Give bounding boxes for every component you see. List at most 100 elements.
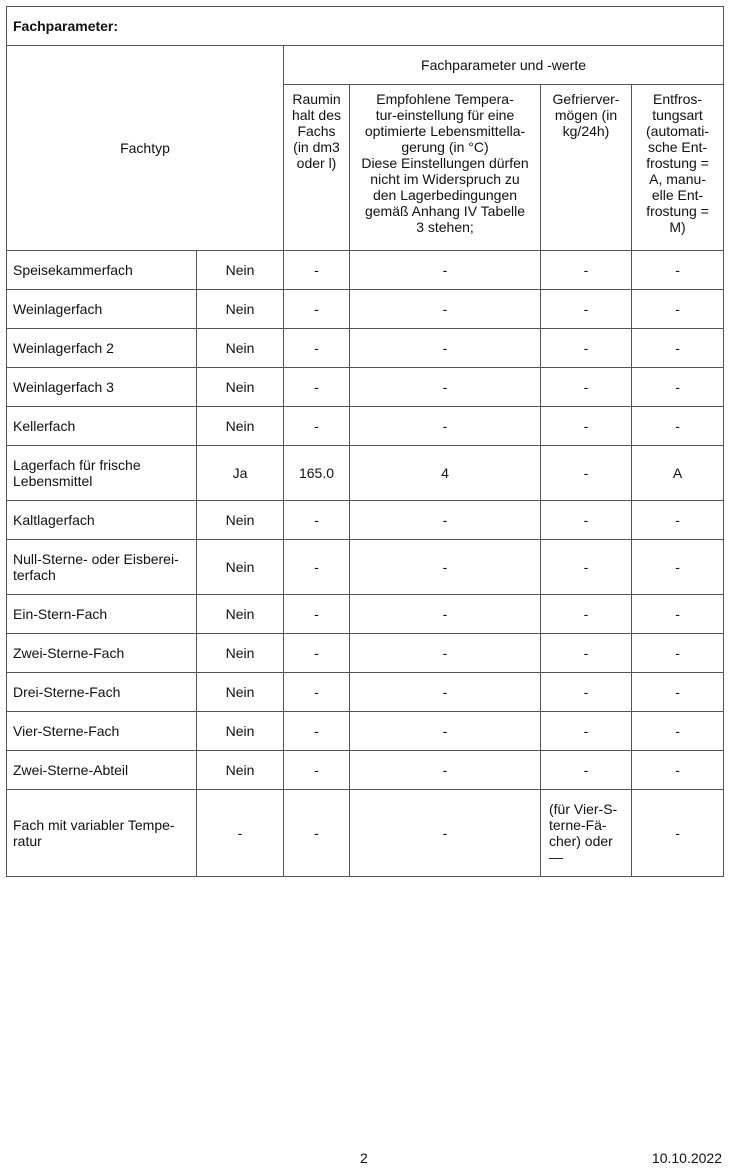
cell-temp: - (349, 539, 541, 595)
header-temperature: Empfohlene Tempera- tur-einstellung für … (349, 84, 541, 251)
cell-temp: 4 (349, 445, 541, 501)
cell-defrost: - (630, 367, 725, 407)
table-row: Kellerfach Nein - - - - (6, 406, 725, 446)
footer-date: 10.10.2022 (651, 1150, 722, 1166)
cell-volume: - (283, 750, 350, 790)
cell-volume: - (283, 250, 350, 290)
cell-freezing: - (540, 672, 632, 712)
cell-present: Nein (196, 367, 284, 407)
cell-present: Ja (196, 445, 284, 501)
fachparameter-table: Fachparameter: Fachtyp Fachparameter und… (5, 6, 725, 877)
cell-defrost: - (630, 250, 725, 290)
table-row: Kaltlagerfach Nein - - - - (6, 500, 725, 540)
cell-freezing: - (540, 367, 632, 407)
cell-name: Null-Sterne- oder Eisberei- terfach (6, 539, 197, 595)
cell-freezing: (für Vier-S- terne-Fä- cher) oder — (540, 789, 632, 877)
cell-present: Nein (196, 672, 284, 712)
cell-defrost: - (630, 594, 725, 634)
cell-present: Nein (196, 500, 284, 540)
cell-name: Zwei-Sterne-Abteil (6, 750, 197, 790)
cell-temp: - (349, 289, 541, 329)
cell-volume: - (283, 406, 350, 446)
cell-present: Nein (196, 750, 284, 790)
cell-freezing: - (540, 711, 632, 751)
cell-temp: - (349, 406, 541, 446)
cell-volume: - (283, 594, 350, 634)
cell-defrost: - (630, 500, 725, 540)
header-group: Fachparameter und -werte (282, 45, 725, 85)
cell-defrost: - (630, 672, 725, 712)
cell-temp: - (349, 328, 541, 368)
cell-freezing: - (540, 328, 632, 368)
cell-defrost: - (630, 750, 725, 790)
table-row: Null-Sterne- oder Eisberei- terfach Nein -… (6, 539, 725, 595)
cell-volume: - (283, 672, 350, 712)
cell-temp: - (349, 750, 541, 790)
cell-volume: - (283, 500, 350, 540)
page-number: 2 (360, 1150, 368, 1166)
table-row: Weinlagerfach Nein - - - - (6, 289, 725, 329)
cell-present: Nein (196, 406, 284, 446)
cell-volume: - (283, 289, 350, 329)
cell-present: Nein (196, 539, 284, 595)
cell-name: Lagerfach für frische Lebensmittel (6, 445, 197, 501)
cell-defrost: - (630, 711, 725, 751)
header-fachtyp: Fachtyp (6, 45, 284, 251)
cell-temp: - (349, 711, 541, 751)
table-row: Drei-Sterne-Fach Nein - - - - (6, 672, 725, 712)
cell-freezing: - (540, 250, 632, 290)
cell-volume: - (283, 328, 350, 368)
cell-defrost: - (630, 328, 725, 368)
cell-freezing: - (540, 594, 632, 634)
cell-defrost: - (630, 539, 725, 595)
header-freezing: Gefrierver- mögen (in kg/24h) (540, 84, 632, 251)
cell-temp: - (349, 789, 541, 877)
cell-temp: - (349, 250, 541, 290)
cell-defrost: - (630, 406, 725, 446)
cell-freezing: - (540, 539, 632, 595)
cell-present: Nein (196, 594, 284, 634)
table-row: Weinlagerfach 3 Nein - - - - (6, 367, 725, 407)
cell-present: Nein (196, 633, 284, 673)
cell-present: Nein (196, 250, 284, 290)
cell-freezing: - (540, 445, 632, 501)
cell-defrost: - (630, 633, 725, 673)
cell-name: Weinlagerfach (6, 289, 197, 329)
cell-name: Vier-Sterne-Fach (6, 711, 197, 751)
cell-name: Speisekammerfach (6, 250, 197, 290)
table-row: Speisekammerfach Nein - - - - (6, 250, 725, 290)
cell-temp: - (349, 672, 541, 712)
table-row: Vier-Sterne-Fach Nein - - - - (6, 711, 725, 751)
table-row: Ein-Stern-Fach Nein - - - - (6, 594, 725, 634)
cell-temp: - (349, 367, 541, 407)
cell-name: Weinlagerfach 2 (6, 328, 197, 368)
cell-temp: - (349, 633, 541, 673)
cell-name: Zwei-Sterne-Fach (6, 633, 197, 673)
cell-freezing: - (540, 289, 632, 329)
cell-name: Kaltlagerfach (6, 500, 197, 540)
cell-temp: - (349, 500, 541, 540)
cell-present: Nein (196, 328, 284, 368)
cell-defrost: - (630, 789, 725, 877)
table-row: Fach mit variabler Tempe- ratur - - - (für … (6, 789, 725, 877)
cell-volume: - (283, 789, 350, 877)
cell-freezing: - (540, 500, 632, 540)
cell-volume: - (283, 539, 350, 595)
cell-present: Nein (196, 711, 284, 751)
cell-name: Kellerfach (6, 406, 197, 446)
header-volume: Raumin halt des Fachs (in dm3 oder l) (283, 84, 350, 251)
table-title: Fachparameter: (5, 6, 725, 46)
cell-volume: - (283, 367, 350, 407)
cell-name: Ein-Stern-Fach (6, 594, 197, 634)
cell-freezing: - (540, 633, 632, 673)
cell-name: Weinlagerfach 3 (6, 367, 197, 407)
header-defrost: Entfros- tungsart (automati- sche Ent- f… (630, 84, 725, 251)
cell-defrost: A (630, 445, 725, 501)
cell-freezing: - (540, 750, 632, 790)
table-row: Zwei-Sterne-Fach Nein - - - - (6, 633, 725, 673)
cell-volume: - (283, 711, 350, 751)
table-row: Zwei-Sterne-Abteil Nein - - - - (6, 750, 725, 790)
table-row: Lagerfach für frische Lebensmittel Ja 165.… (6, 445, 725, 501)
cell-defrost: - (630, 289, 725, 329)
cell-present: - (196, 789, 284, 877)
